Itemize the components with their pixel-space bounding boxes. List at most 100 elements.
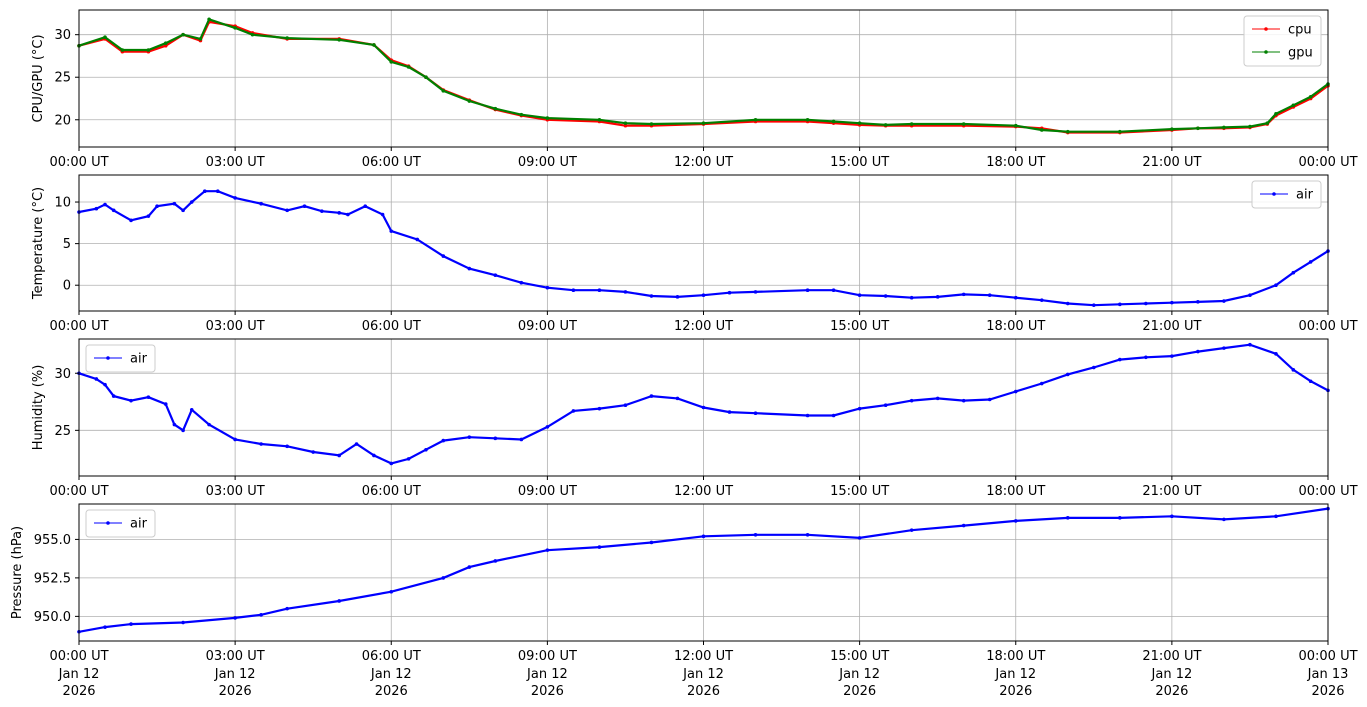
legend: cpu gpu [1243,15,1322,67]
x-tick-label: 12:00 UT [674,155,733,170]
x-tick-label: 06:00 UT [362,649,421,664]
data-point-air [701,405,706,410]
data-point-gpu [597,117,602,122]
data-point-air [1308,260,1313,264]
data-point-air [649,540,654,545]
data-point-air [129,398,133,403]
legend-marker-air [1272,192,1276,196]
data-point-gpu [337,37,342,42]
x-tick-label: 09:00 UT [518,649,577,664]
data-point-air [163,402,168,406]
data-point-air [649,294,654,298]
data-point-air [935,295,940,299]
data-point-air [311,450,315,454]
x-tick-label: 03:00 UT [206,155,265,170]
data-point-air [285,444,289,449]
y-tick-label: 5 [63,237,71,252]
y-axis-label: Pressure (hPa) [10,526,25,619]
data-point-air [172,201,177,206]
data-point-gpu [1248,124,1252,129]
data-point-air [155,204,159,208]
data-point-air [961,292,966,297]
data-point-air [189,200,194,204]
subplot-2: 0 5 10 Temperature (°C) 00:00 UT 03:00 UT 06:0… [31,174,1358,334]
x-tick-label: 21:00 UT [1142,484,1201,499]
legend-label-gpu: gpu [1288,46,1313,61]
legend-label-cpu: cpu [1288,23,1312,38]
data-point-air [857,293,862,297]
data-point-air [111,394,116,398]
x-tick-date-label: Jan 12 [1151,667,1193,682]
data-point-air [701,534,706,539]
x-tick-label: 21:00 UT [1142,649,1201,664]
x-tick-label: 21:00 UT [1142,155,1201,170]
data-point-gpu [1065,129,1070,134]
data-point-air [987,293,992,297]
data-point-air [259,442,263,446]
data-point-air [1170,300,1174,305]
x-tick-year-label: 2026 [375,684,408,699]
data-point-gpu [233,26,237,30]
x-tick-label: 18:00 UT [986,484,1045,499]
y-tick-label: 20 [54,113,71,128]
data-point-air [961,398,966,403]
data-point-cpu [163,43,168,48]
legend-label-air: air [1296,188,1314,203]
legend-marker-gpu [1264,50,1268,54]
x-tick-label: 06:00 UT [362,484,421,499]
x-tick-label: 00:00 UT [49,484,108,499]
x-tick-year-label: 2026 [219,684,252,699]
data-point-gpu [1118,129,1122,134]
data-point-air [1274,352,1278,356]
data-point-gpu [519,112,524,117]
data-point-air [935,396,940,401]
data-point-air [233,616,237,620]
x-tick-label: 09:00 UT [518,319,577,334]
data-point-air [441,254,446,258]
data-point-air [1274,514,1278,519]
data-point-air [424,447,428,452]
data-point-air [181,208,185,213]
y-tick-label: 30 [54,367,71,382]
data-point-air [597,406,602,411]
data-point-air [111,208,116,213]
x-tick-label: 09:00 UT [518,155,577,170]
data-point-air [467,266,472,271]
legend: air [1251,180,1322,209]
data-point-air [94,206,99,211]
data-point-air [406,457,411,461]
x-tick-label: 00:00 UT [1298,484,1357,499]
data-point-air [337,211,342,215]
data-point-air [623,403,628,408]
y-axis-label: Humidity (%) [31,365,46,451]
legend-marker-air [106,521,110,525]
data-point-air [519,437,524,442]
y-axis-label: Temperature (°C) [31,187,46,300]
data-point-gpu [623,121,628,125]
data-point-air [320,209,324,213]
data-point-gpu [285,36,289,40]
data-point-air [1013,519,1018,523]
data-point-gpu [103,35,107,40]
data-point-air [727,290,732,295]
data-point-air [285,606,289,611]
series-line-air [78,507,1329,633]
data-point-air [189,407,194,412]
x-tick-label: 09:00 UT [518,484,577,499]
data-point-gpu [1274,112,1278,116]
data-point-gpu [424,75,428,80]
data-point-air [675,396,680,401]
data-point-air [259,613,263,617]
data-point-air [493,436,498,441]
data-point-gpu [1308,94,1313,99]
x-tick-label: 00:00 UT [49,649,108,664]
x-tick-year-label: 2026 [999,684,1032,699]
data-point-air [1291,270,1296,275]
data-point-gpu [1196,126,1200,131]
x-tick-label: 03:00 UT [206,319,265,334]
data-point-air [1144,301,1148,306]
data-point-gpu [181,32,185,37]
x-tick-date-label: Jan 12 [994,667,1036,682]
data-point-air [207,422,211,427]
